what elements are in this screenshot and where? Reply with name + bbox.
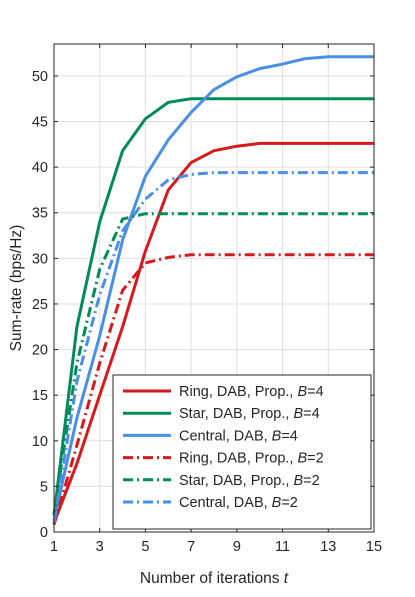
legend-entry: Star, DAB, Prop., B=4 <box>179 406 320 422</box>
legend-box <box>112 374 372 530</box>
y-tick-label: 30 <box>32 251 48 267</box>
x-tick-label: 15 <box>366 539 382 555</box>
x-tick-label: 13 <box>320 539 336 555</box>
legend-entry: Ring, DAB, Prop., B=4 <box>179 384 324 400</box>
x-tick-label: 7 <box>187 539 195 555</box>
y-tick-label: 15 <box>32 388 48 404</box>
y-tick-label: 50 <box>32 69 48 85</box>
series-line-5 <box>52 171 374 524</box>
x-tick-label: 3 <box>96 539 104 555</box>
y-tick-label: 25 <box>32 297 48 313</box>
legend-entry: Central, DAB, B=4 <box>179 428 298 444</box>
x-tick-label: 11 <box>275 539 290 555</box>
y-tick-label: 0 <box>40 525 48 541</box>
plot-frame <box>53 43 375 533</box>
series-lines <box>52 55 374 526</box>
y-axis-title: Sum-rate (bps/Hz) <box>8 225 25 352</box>
y-tick-label: 20 <box>32 343 48 359</box>
series-line-0 <box>52 141 374 524</box>
legend-entry: Ring, DAB, Prop., B=2 <box>179 451 324 467</box>
grid <box>53 44 375 533</box>
legend: Ring, DAB, Prop., B=4 Star, DAB, Prop., B… <box>112 374 372 530</box>
y-tick-label: 10 <box>32 434 48 450</box>
x-tick-label: 1 <box>50 539 58 555</box>
series-line-3 <box>52 253 374 526</box>
x-tick-label: 9 <box>233 539 241 555</box>
y-tick-label: 45 <box>32 115 48 131</box>
series-line-4 <box>52 212 374 515</box>
legend-entry: Star, DAB, Prop., B=2 <box>179 473 320 489</box>
y-tick-label: 35 <box>32 206 48 222</box>
series-line-1 <box>52 97 374 516</box>
legend-entry: Central, DAB, B=2 <box>179 495 298 511</box>
series-line-2 <box>52 55 374 521</box>
y-tick-label: 5 <box>40 479 48 495</box>
x-tick-label: 5 <box>141 539 149 555</box>
y-tick-label: 40 <box>32 160 48 176</box>
x-axis-title: Number of iterations t <box>140 570 289 587</box>
